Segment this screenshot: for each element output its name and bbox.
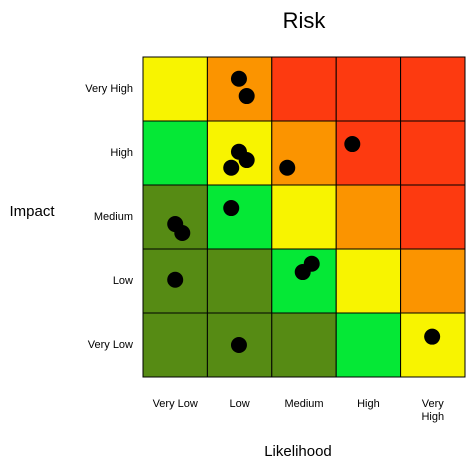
- risk-point: [344, 136, 361, 153]
- risk-cell: [400, 312, 466, 378]
- risk-cell: [271, 56, 337, 122]
- x-tick-label: High: [357, 398, 380, 410]
- chart-title: Risk: [283, 8, 327, 33]
- risk-cell: [271, 248, 337, 314]
- x-tick-label: Very High: [421, 398, 445, 423]
- risk-point: [294, 264, 311, 281]
- risk-cell: [142, 120, 208, 186]
- risk-point: [238, 152, 255, 169]
- y-tick-label: Very Low: [88, 339, 133, 351]
- risk-cell: [206, 248, 273, 314]
- risk-point: [230, 70, 247, 87]
- x-tick-label: Low: [229, 398, 250, 410]
- risk-point: [167, 271, 184, 288]
- risk-cell: [271, 184, 337, 250]
- risk-cell: [400, 248, 466, 314]
- y-tick-label: Medium: [94, 211, 133, 223]
- y-tick-label: High: [110, 147, 133, 159]
- risk-cell: [206, 56, 273, 122]
- risk-cell: [271, 120, 337, 186]
- risk-cell: [335, 184, 402, 250]
- y-tick-label: Very High: [85, 83, 133, 95]
- risk-point: [174, 225, 191, 241]
- risk-cell: [335, 248, 402, 314]
- risk-point: [424, 328, 441, 345]
- risk-cell: [335, 312, 402, 378]
- risk-cell: [400, 184, 466, 250]
- x-tick-label: Very Low: [152, 398, 198, 410]
- y-axis-label: Impact: [9, 203, 55, 220]
- risk-cell: [400, 56, 466, 122]
- risk-cell: [206, 184, 273, 250]
- risk-cell: [271, 312, 337, 378]
- risk-point: [238, 88, 255, 105]
- x-axis-label: Likelihood: [264, 443, 332, 460]
- risk-point: [230, 337, 247, 353]
- risk-cell: [142, 56, 208, 122]
- risk-point: [279, 159, 296, 176]
- risk-cell: [400, 120, 466, 186]
- risk-cell: [335, 120, 402, 186]
- risk-cell: [335, 56, 402, 122]
- y-tick-label: Low: [113, 275, 133, 287]
- risk-point: [223, 159, 240, 176]
- risk-point: [223, 200, 240, 217]
- risk-cell: [142, 312, 208, 378]
- x-tick-label: Medium: [284, 398, 324, 410]
